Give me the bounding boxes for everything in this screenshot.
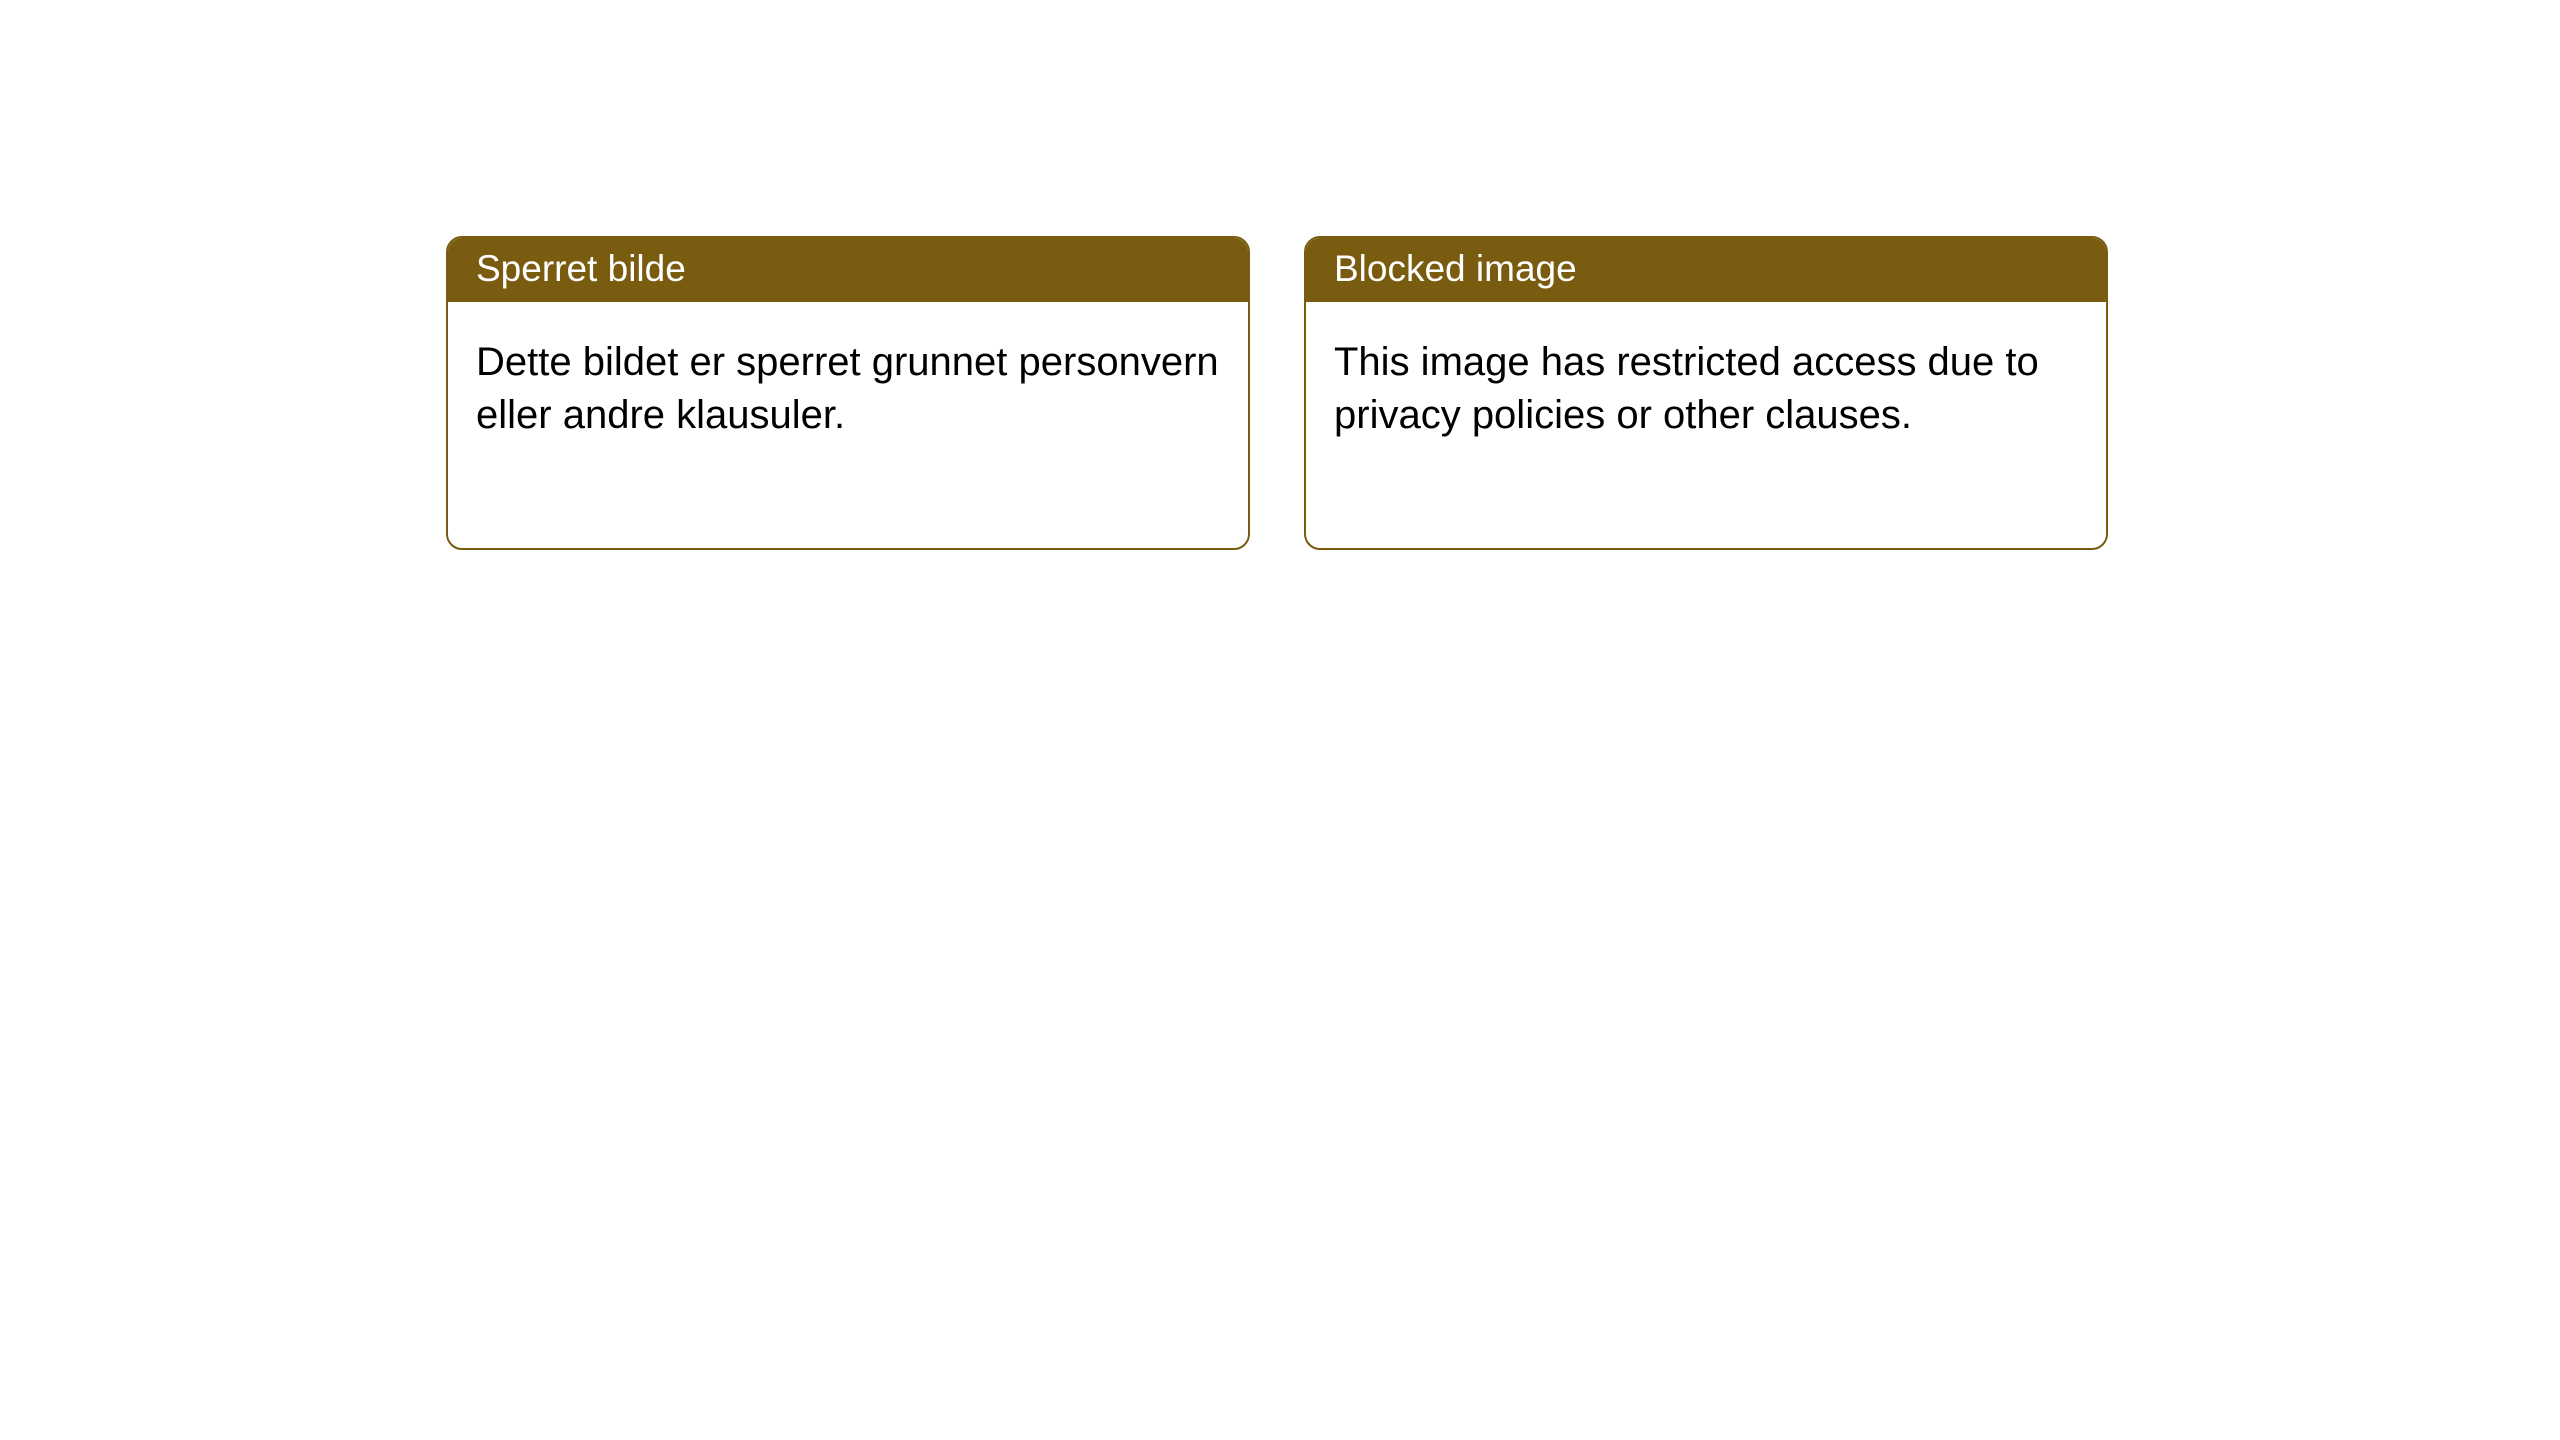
blocked-image-card-english: Blocked image This image has restricted … — [1304, 236, 2108, 550]
card-body: This image has restricted access due to … — [1306, 302, 2106, 548]
card-message: This image has restricted access due to … — [1334, 336, 2078, 442]
blocked-image-card-norwegian: Sperret bilde Dette bildet er sperret gr… — [446, 236, 1250, 550]
card-body: Dette bildet er sperret grunnet personve… — [448, 302, 1248, 548]
card-title: Sperret bilde — [476, 248, 686, 289]
card-header: Blocked image — [1306, 238, 2106, 302]
card-message: Dette bildet er sperret grunnet personve… — [476, 336, 1220, 442]
blocked-image-notices: Sperret bilde Dette bildet er sperret gr… — [446, 236, 2108, 550]
card-title: Blocked image — [1334, 248, 1577, 289]
card-header: Sperret bilde — [448, 238, 1248, 302]
